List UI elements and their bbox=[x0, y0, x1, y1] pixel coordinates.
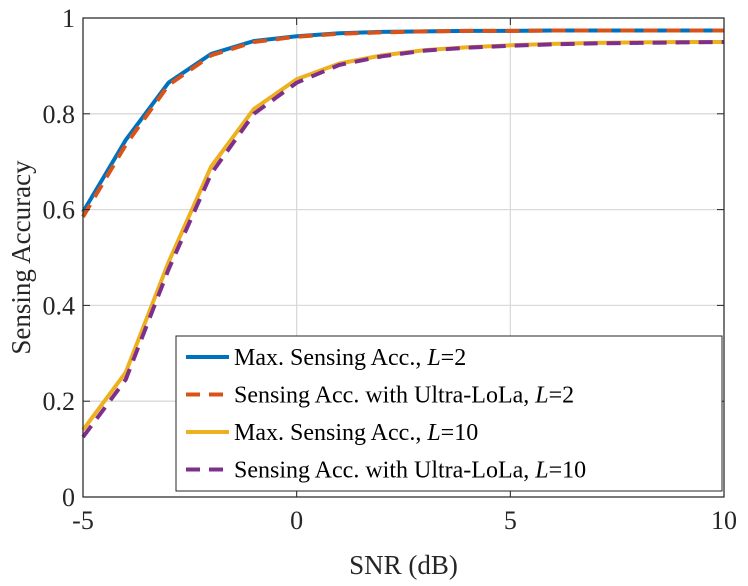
legend-label: Max. Sensing Acc., L=10 bbox=[234, 420, 478, 446]
x-tick-label: 5 bbox=[504, 506, 517, 535]
y-tick-label: 0.4 bbox=[43, 291, 76, 320]
y-tick-label: 1 bbox=[62, 4, 75, 33]
y-axis-title: Sensing Accuracy bbox=[6, 160, 36, 355]
x-axis-title: SNR (dB) bbox=[349, 550, 458, 580]
x-tick-label: 0 bbox=[290, 506, 303, 535]
legend-entry-1: Max. Sensing Acc., L=2 bbox=[186, 345, 466, 371]
legend-label: Sensing Acc. with Ultra-LoLa, L=10 bbox=[234, 458, 586, 484]
axis-ticks bbox=[82, 17, 725, 498]
legend-entry-4: Sensing Acc. with Ultra-LoLa, L=10 bbox=[186, 458, 586, 484]
legend-entry-3: Max. Sensing Acc., L=10 bbox=[186, 420, 478, 446]
axes-frame bbox=[82, 17, 725, 498]
data-series bbox=[81, 28, 725, 439]
legend-label: Sensing Acc. with Ultra-LoLa, L=2 bbox=[234, 383, 574, 409]
legend: Max. Sensing Acc., L=2 Sensing Acc. with … bbox=[175, 335, 723, 492]
series-line-4 bbox=[81, 40, 725, 439]
x-tick-label: 10 bbox=[711, 506, 737, 535]
legend-box bbox=[175, 335, 723, 492]
legend-label: Max. Sensing Acc., L=2 bbox=[234, 345, 466, 371]
y-tick-label: 0.8 bbox=[43, 100, 76, 129]
series-line-2 bbox=[81, 28, 724, 218]
legend-entry-2: Sensing Acc. with Ultra-LoLa, L=2 bbox=[186, 383, 574, 409]
y-tick-label: 0 bbox=[62, 483, 75, 512]
x-tick-label: -5 bbox=[72, 506, 94, 535]
y-tick-label: 0.6 bbox=[43, 196, 76, 225]
y-tick-label: 0.2 bbox=[43, 387, 76, 416]
